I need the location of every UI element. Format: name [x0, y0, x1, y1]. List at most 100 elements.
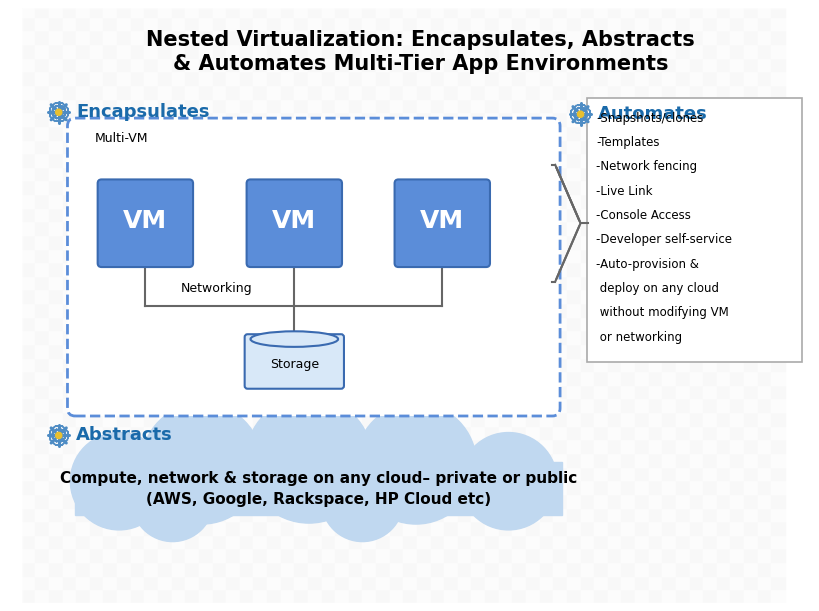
Bar [335, 562, 348, 576]
Bar [416, 3, 430, 17]
Bar [566, 562, 580, 576]
Bar [171, 31, 185, 44]
Bar [444, 412, 457, 426]
Bar [76, 167, 90, 180]
Bar [294, 180, 308, 194]
Bar [580, 44, 594, 58]
Bar [335, 58, 348, 71]
Bar [348, 589, 362, 603]
Bar [703, 439, 716, 453]
Bar [185, 44, 199, 58]
Bar [594, 535, 607, 549]
Bar [239, 153, 253, 167]
Bar [35, 290, 49, 303]
Bar [348, 249, 362, 262]
Bar [239, 112, 253, 126]
Bar [716, 208, 730, 221]
Bar [743, 126, 757, 139]
Bar [662, 494, 675, 508]
Bar [171, 303, 185, 316]
Bar [321, 290, 335, 303]
Bar [444, 357, 457, 371]
Bar [130, 221, 144, 235]
Bar [457, 249, 471, 262]
Bar [308, 126, 321, 139]
Bar [689, 17, 703, 31]
Bar [267, 398, 280, 412]
Bar [226, 71, 239, 85]
Bar [498, 331, 512, 344]
Bar [35, 303, 49, 316]
Bar [430, 44, 444, 58]
Bar [566, 521, 580, 535]
Bar [199, 85, 212, 98]
Bar [90, 589, 103, 603]
Bar [144, 589, 158, 603]
Bar [580, 371, 594, 385]
Bar [253, 344, 267, 357]
Bar [621, 112, 634, 126]
Bar [430, 262, 444, 276]
Bar [594, 439, 607, 453]
Bar [403, 316, 416, 331]
Text: (AWS, Google, Rackspace, HP Cloud etc): (AWS, Google, Rackspace, HP Cloud etc) [146, 492, 491, 507]
Bar [525, 208, 539, 221]
Bar [703, 576, 716, 589]
Bar [389, 58, 403, 71]
Bar [621, 344, 634, 357]
Bar [226, 139, 239, 153]
Bar [294, 290, 308, 303]
Bar [171, 535, 185, 549]
Bar [689, 344, 703, 357]
Bar [471, 316, 485, 331]
Bar [416, 153, 430, 167]
Bar [158, 71, 171, 85]
Bar [171, 126, 185, 139]
Bar [321, 549, 335, 562]
Bar [430, 153, 444, 167]
Text: -Console Access: -Console Access [595, 209, 690, 222]
Bar [130, 344, 144, 357]
Bar [743, 139, 757, 153]
Bar [553, 494, 566, 508]
Bar [212, 71, 226, 85]
Bar [362, 357, 376, 371]
Bar [498, 508, 512, 521]
Bar [485, 98, 498, 112]
Bar [743, 194, 757, 208]
Bar [389, 235, 403, 249]
Bar [471, 576, 485, 589]
Bar [90, 398, 103, 412]
Bar [90, 412, 103, 426]
Bar [21, 98, 35, 112]
Bar [743, 521, 757, 535]
Bar [580, 194, 594, 208]
Bar [498, 235, 512, 249]
Bar [103, 453, 117, 467]
Bar [771, 235, 784, 249]
Bar [389, 126, 403, 139]
Bar [199, 426, 212, 439]
Bar [62, 262, 76, 276]
Bar [512, 194, 525, 208]
Bar [662, 508, 675, 521]
Bar [335, 467, 348, 480]
Bar [512, 221, 525, 235]
Bar [76, 426, 90, 439]
Bar [471, 221, 485, 235]
Bar [512, 589, 525, 603]
Bar [416, 426, 430, 439]
Bar [485, 521, 498, 535]
Bar [648, 262, 662, 276]
Bar [90, 249, 103, 262]
Bar [267, 31, 280, 44]
Bar [689, 180, 703, 194]
Bar [539, 371, 553, 385]
Bar [239, 235, 253, 249]
Bar [512, 576, 525, 589]
Bar [539, 535, 553, 549]
Bar [49, 562, 62, 576]
Bar [648, 221, 662, 235]
Bar [171, 58, 185, 71]
Bar [675, 235, 689, 249]
